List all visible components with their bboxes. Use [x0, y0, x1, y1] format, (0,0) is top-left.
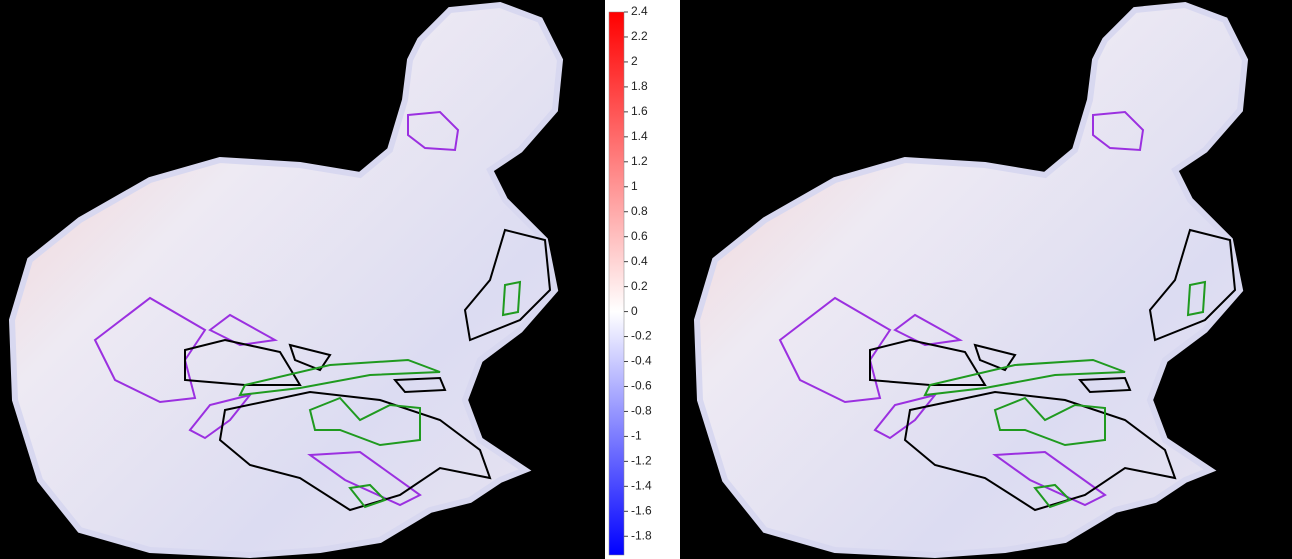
- tick-label: 0.8: [631, 204, 648, 218]
- tick-label: -1.8: [631, 528, 652, 542]
- tick-label: -1.2: [631, 454, 652, 468]
- tick-label: 1.6: [631, 104, 648, 118]
- tick-label: -0.8: [631, 404, 652, 418]
- colorbar: 2.4 2.2 2 1.8 1.6 1.4 1.2 1 0.8 0.6 0.4 0.2 0 -0.2 -0.…: [609, 4, 652, 555]
- tick-label: -0.4: [631, 354, 652, 368]
- tick-label: 2: [631, 54, 638, 68]
- tick-label: 0.4: [631, 254, 648, 268]
- tick-label: 1.8: [631, 79, 648, 93]
- figure: 2.4 2.2 2 1.8 1.6 1.4 1.2 1 0.8 0.6 0.4 0.2 0 -0.2 -0.…: [0, 0, 1292, 559]
- tick-label: -0.2: [631, 329, 652, 343]
- tick-label: 1: [631, 179, 638, 193]
- tick-label: 1.2: [631, 154, 648, 168]
- tick-label: -1.4: [631, 479, 652, 493]
- tick-label: 1.4: [631, 129, 648, 143]
- tick-label: 0: [631, 304, 638, 318]
- tick-label: 0.6: [631, 229, 648, 243]
- tick-label: -0.6: [631, 379, 652, 393]
- tick-label: -1: [631, 429, 642, 443]
- tick-label: -1.6: [631, 503, 652, 517]
- colorbar-rect: [609, 12, 624, 555]
- tick-label: 0.2: [631, 279, 648, 293]
- tick-label: 2.2: [631, 29, 648, 43]
- tick-label: 2.4: [631, 4, 648, 18]
